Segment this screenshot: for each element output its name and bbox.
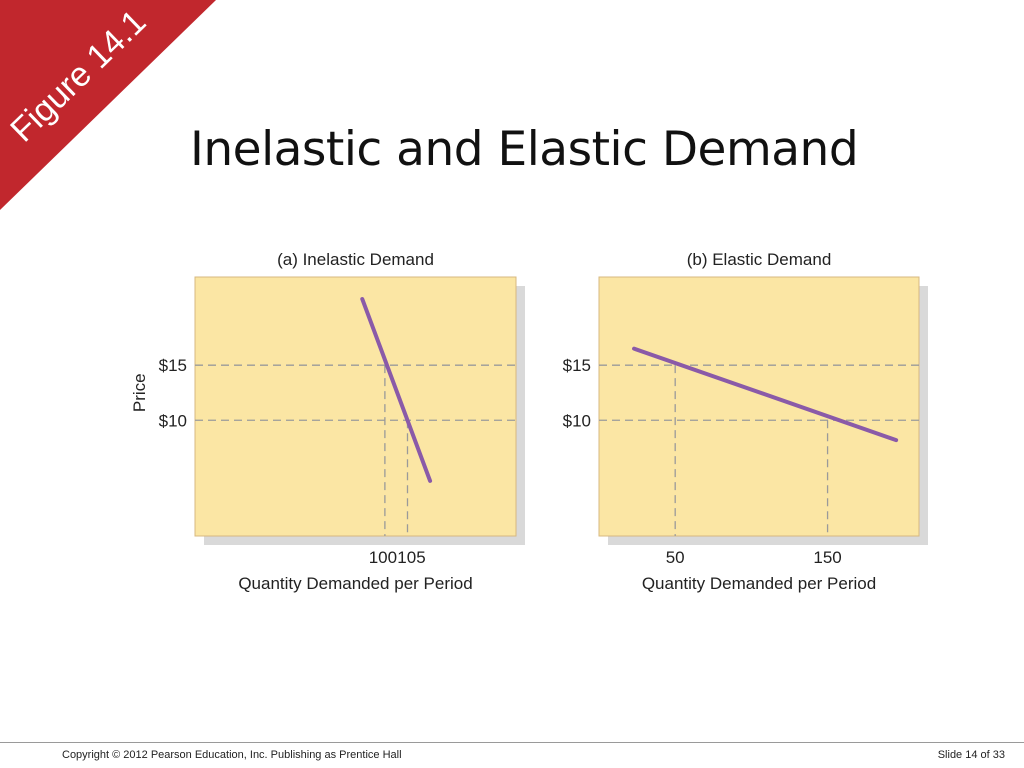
y-tick-label: $15 xyxy=(159,356,187,375)
chart-panel-elastic: (b) Elastic Demand $10 $15 50 150 Quantity De… xyxy=(563,250,928,593)
demand-curve xyxy=(360,297,433,483)
demand-curve xyxy=(632,346,899,443)
x-axis-label: Quantity Demanded per Period xyxy=(238,574,472,593)
y-tick-label: $15 xyxy=(563,356,591,375)
x-axis-label: Quantity Demanded per Period xyxy=(642,574,876,593)
plot-area xyxy=(598,276,920,537)
plot-area xyxy=(194,276,517,537)
chart-title: (a) Inelastic Demand xyxy=(277,250,434,269)
x-tick-label: 150 xyxy=(813,548,841,567)
x-tick-label: 50 xyxy=(666,548,685,567)
slide-title: Inelastic and Elastic Demand xyxy=(190,122,859,177)
footer-slide-number: Slide 14 of 33 xyxy=(937,749,1005,761)
x-tick-label: 100 xyxy=(369,548,397,567)
chart-panel-inelastic: (a) Inelastic Demand $10 $15 100 105 Quantity… xyxy=(130,250,525,593)
figure-banner-shape xyxy=(0,0,216,210)
charts-area: (a) Inelastic Demand $10 $15 100 105 Quantity… xyxy=(130,250,928,593)
y-tick-label: $10 xyxy=(159,411,187,430)
chart-title: (b) Elastic Demand xyxy=(687,250,832,269)
y-axis-label: Price xyxy=(130,373,149,412)
x-tick-label: 105 xyxy=(397,548,425,567)
footer-copyright: Copyright © 2012 Pearson Education, Inc.… xyxy=(62,749,402,761)
y-tick-label: $10 xyxy=(563,411,591,430)
figure-banner: Figure 14.1 xyxy=(0,0,216,210)
footer-divider xyxy=(0,742,1024,743)
